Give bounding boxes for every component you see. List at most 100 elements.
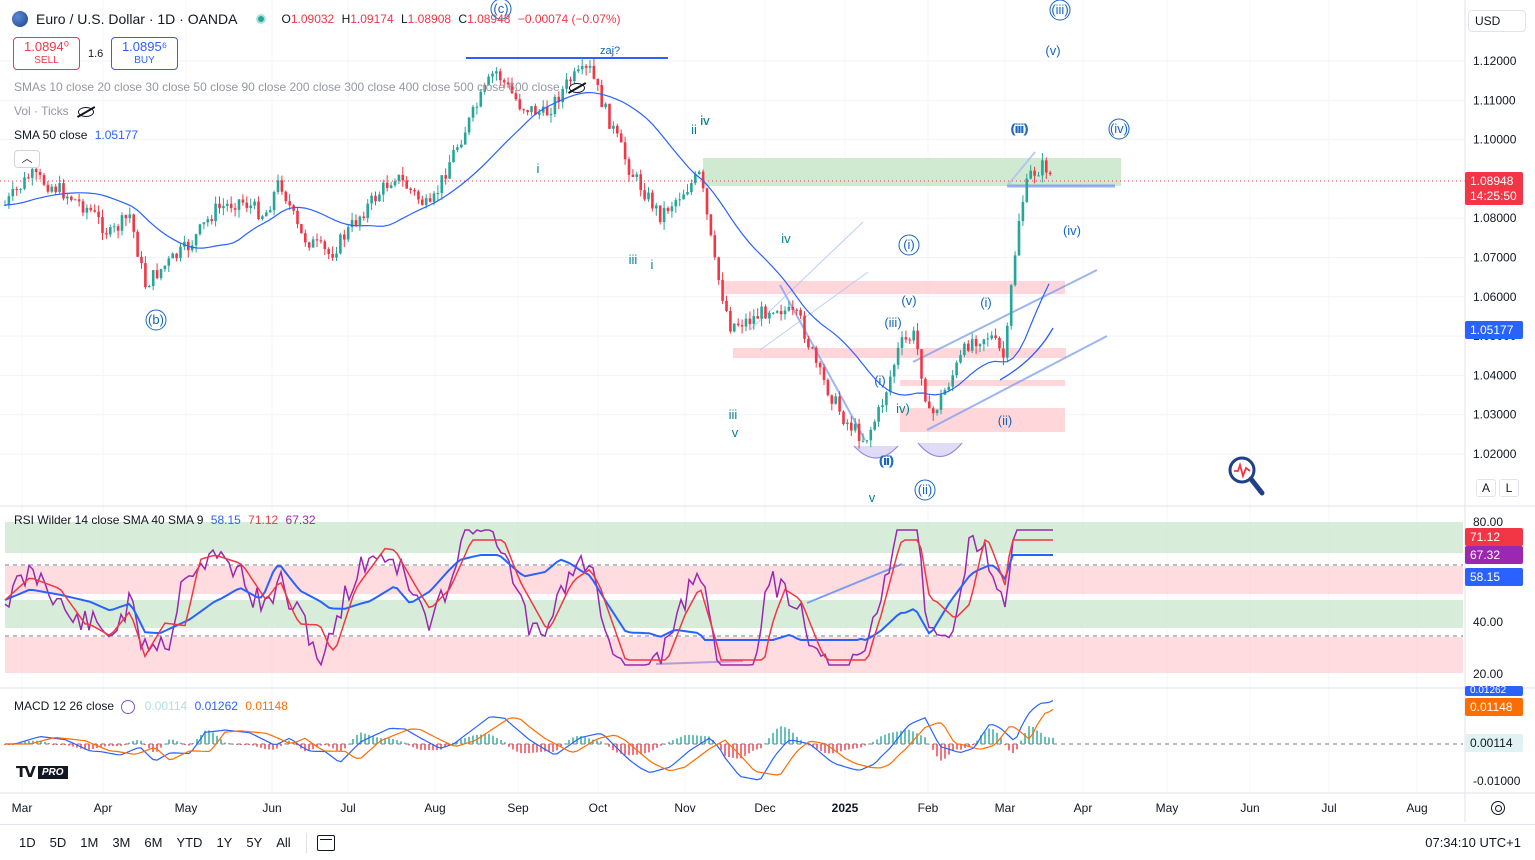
macd-bar [356,734,358,744]
macd-bar [120,744,122,746]
macd-bar [728,744,730,758]
candle-body [627,159,631,175]
candle-body [865,440,869,442]
macd-bar [956,744,958,750]
macd-signal-tag: 0.01148 [1465,698,1523,716]
candle-body [986,338,990,340]
timeframe-5y[interactable]: 5Y [246,835,263,850]
sync-icon[interactable] [121,699,136,714]
candle-body [561,88,564,103]
macd-bar [1012,744,1014,754]
gear-icon[interactable] [1491,801,1505,815]
candle-body [38,172,42,176]
timeframe-3m[interactable]: 3M [112,835,131,850]
candle-body [27,177,30,179]
candle-body [826,379,830,396]
timeframe-1m[interactable]: 1M [80,835,99,850]
candle-body [697,171,701,175]
timeframe-6m[interactable]: 6M [144,835,163,850]
symbol-title[interactable]: Euro / U.S. Dollar · 1D · OANDA [36,11,238,27]
sell-label: SELL [34,55,59,66]
candle-body [994,335,997,338]
candle-body [1002,348,1005,358]
macd-bar [1004,744,1006,745]
candle-body [268,210,272,213]
candle-body [502,80,506,83]
timeframe-all[interactable]: All [276,835,291,850]
wave-label: (ii) [998,413,1012,428]
candle-body [545,106,549,116]
toolbar-divider [305,832,307,853]
candle-body [499,71,502,81]
symbol-header[interactable]: Euro / U.S. Dollar · 1D · OANDA O1.09032… [12,11,621,27]
macd-bar [128,742,130,744]
candle-body [748,318,752,325]
macd-bar [216,735,218,744]
candle-body [73,199,77,201]
hidden-eye-icon[interactable] [569,82,586,93]
timeframe-1d[interactable]: 1D [19,835,36,850]
candle-body [756,316,759,319]
macd-bar [108,744,110,746]
wave-label: i [651,257,654,272]
macd-bar [908,729,910,744]
sma50-price-tag: 1.05177 [1465,321,1523,339]
buy-button[interactable]: 1.0895⁶ BUY [111,37,178,70]
vol-legend[interactable]: Vol · Ticks [14,104,95,118]
timeframe-5d[interactable]: 5D [49,835,67,850]
price-axis[interactable]: 1.120001.110001.100001.090001.080001.070… [1473,54,1517,461]
candle-body [682,194,685,200]
time-axis[interactable]: Mar Apr May Jun Jul Aug Sep Oct Nov Dec 2025 Feb Mar… [12,801,1428,815]
macd-bar [772,733,774,744]
candle-body [514,93,518,100]
candle-body [190,245,194,251]
calendar-icon[interactable] [316,834,335,851]
candle-body [1037,175,1040,177]
wave-label: (i) [874,373,886,388]
macd-bar [900,730,902,744]
tradingview-logo[interactable]: TV PRO [16,763,68,781]
hidden-eye-icon[interactable] [78,106,95,117]
sell-button[interactable]: 1.0894⁰ SELL [13,37,80,70]
macd-bar [268,744,270,750]
candle-body [463,132,467,145]
candle-body [58,183,61,193]
macd-bar [1020,740,1022,744]
magnifier-icon[interactable] [1226,455,1266,499]
candle-body [916,330,919,350]
price-tick: 1.04000 [1473,368,1517,382]
wave-label: (ii) [879,453,893,468]
candle-body [904,337,908,340]
macd-bar [116,744,118,747]
smas-legend[interactable]: SMAs 10 close 20 close 30 close 50 close… [14,80,586,94]
currency-select[interactable]: USD [1468,10,1526,32]
clock-display[interactable]: 07:34:10 UTC+1 [1425,835,1521,850]
macd-bar [360,732,362,744]
macd-bar [932,744,934,750]
macd-bar [828,744,830,754]
macd-legend[interactable]: MACD 12 26 close 0.00114 0.01262 0.01148 [14,699,288,714]
sma50-legend[interactable]: SMA 50 close 1.05177 [14,128,139,142]
macd-bar [56,744,58,745]
candle-body [105,233,108,235]
timeframe-1y[interactable]: 1Y [216,835,233,850]
candle-body [148,285,151,288]
rsi-legend[interactable]: RSI Wilder 14 close SMA 40 SMA 9 58.15 7… [14,513,316,527]
auto-scale-button[interactable]: A [1476,479,1496,497]
timeframe-ytd[interactable]: YTD [176,835,203,850]
macd-bar [328,744,330,747]
macd-bar [528,744,530,754]
log-scale-button[interactable]: L [1499,479,1519,497]
candle-body [483,84,486,92]
macd-bar [1036,730,1038,744]
macd-bar [408,744,410,746]
macd-bar [508,744,510,747]
macd-bar [524,744,526,754]
macd-bar [288,740,290,744]
candle-body [54,186,57,193]
collapse-legend-button[interactable]: ︿ [14,150,40,168]
candle-body [892,364,896,377]
candle-body [717,257,720,280]
candle-body [967,343,970,351]
